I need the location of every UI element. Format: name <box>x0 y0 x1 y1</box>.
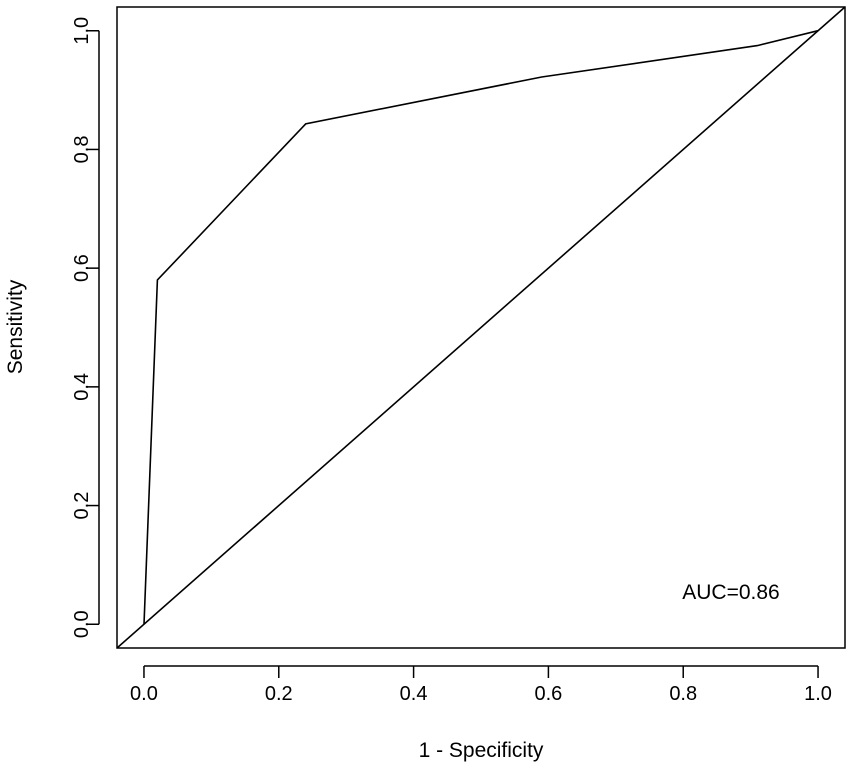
x-tick-label: 0.4 <box>400 683 428 705</box>
x-tick-label: 1.0 <box>804 683 832 705</box>
x-axis: 0.0 0.2 0.4 0.6 0.8 1.0 <box>130 665 832 705</box>
y-tick-label: 0.6 <box>71 254 93 282</box>
y-tick-label: 1.0 <box>71 17 93 45</box>
series-layer <box>116 6 846 649</box>
x-tick-label: 0.2 <box>265 683 293 705</box>
y-tick-label: 0.4 <box>71 373 93 401</box>
plot-frame <box>116 6 846 649</box>
y-tick-label: 0.2 <box>71 492 93 520</box>
x-tick-label: 0.8 <box>669 683 697 705</box>
x-axis-label: 1 - Specificity <box>419 739 544 762</box>
y-tick-label: 0.8 <box>71 136 93 164</box>
x-tick-label: 0.6 <box>535 683 563 705</box>
y-tick-label: 0.0 <box>71 610 93 638</box>
y-axis-label: Sensitivity <box>4 279 27 374</box>
auc-annotation: AUC=0.86 <box>682 581 779 604</box>
x-tick-label: 0.0 <box>130 683 158 705</box>
roc-curve-line <box>143 29 819 625</box>
y-axis: 0.0 0.2 0.4 0.6 0.8 1.0 <box>71 17 100 638</box>
chance-diagonal-line <box>116 6 846 649</box>
